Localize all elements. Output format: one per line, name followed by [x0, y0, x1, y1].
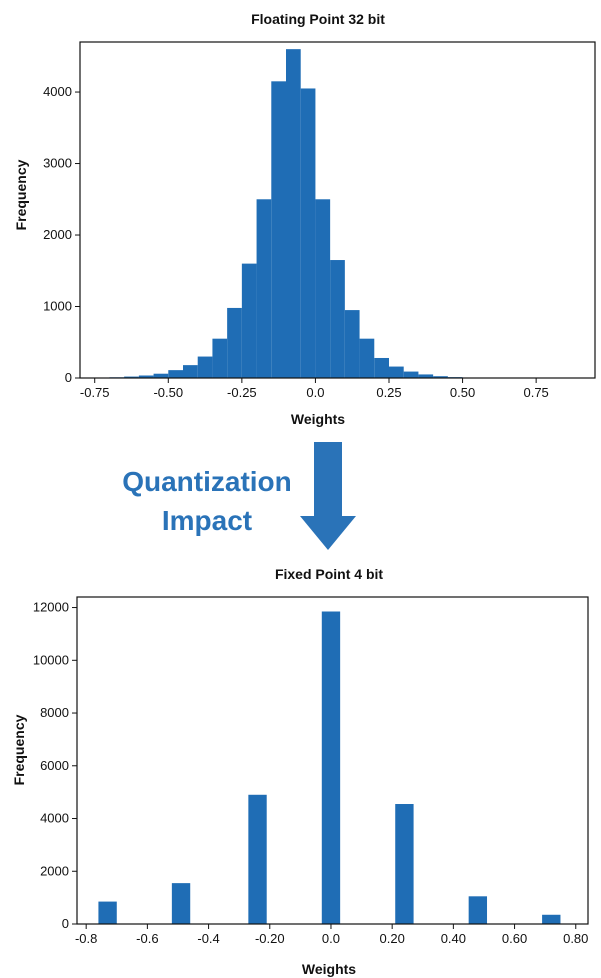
banner-line2: Impact [162, 505, 252, 536]
bar [271, 81, 286, 378]
bar [257, 199, 272, 378]
bar [172, 883, 190, 924]
y-tick-label: 1000 [43, 299, 72, 314]
fixed4-histogram: Fixed Point 4 bit Frequency Weights -0.8… [0, 560, 601, 978]
bars [95, 49, 492, 378]
chart-title: Fixed Point 4 bit [275, 566, 383, 582]
y-axis-label: Frequency [13, 159, 29, 230]
bar [389, 367, 404, 378]
x-tick-label: 0.40 [441, 931, 466, 946]
bar [301, 88, 316, 378]
y-tick-label: 2000 [43, 227, 72, 242]
bar [248, 795, 266, 924]
bar [154, 374, 169, 378]
y-tick-label: 8000 [40, 705, 69, 720]
bar [330, 260, 345, 378]
x-tick-label: -0.4 [197, 931, 219, 946]
bar [469, 896, 487, 924]
x-tick-label: 0.25 [376, 385, 401, 400]
x-tick-label: 0.20 [380, 931, 405, 946]
y-tick-label: 0 [62, 916, 69, 931]
y-tick-label: 6000 [40, 758, 69, 773]
x-tick-label: 0.80 [563, 931, 588, 946]
bar [395, 804, 413, 924]
x-tick-label: -0.75 [80, 385, 110, 400]
x-ticks: -0.75 -0.50 -0.25 0.0 0.25 0.50 0.75 [80, 378, 549, 400]
bar [227, 308, 242, 378]
x-tick-label: -0.50 [153, 385, 183, 400]
x-axis-label: Weights [302, 961, 356, 977]
x-ticks: -0.8 -0.6 -0.4 -0.20 0.0 0.20 0.40 0.60 0.80 [75, 924, 588, 946]
bar [242, 264, 257, 378]
bar [542, 915, 560, 924]
quantization-banner: Quantization Impact [0, 430, 601, 560]
x-tick-label: 0.50 [450, 385, 475, 400]
x-tick-label: -0.8 [75, 931, 97, 946]
bar [404, 372, 419, 378]
bar [322, 612, 340, 925]
bar [315, 199, 330, 378]
y-ticks: 0 2000 4000 6000 8000 10000 12000 [33, 600, 77, 931]
bars [98, 612, 560, 925]
bar [345, 310, 360, 378]
banner-line1: Quantization [122, 466, 292, 497]
y-tick-label: 0 [65, 370, 72, 385]
y-ticks: 0 1000 2000 3000 4000 [43, 84, 80, 385]
x-tick-label: -0.25 [227, 385, 257, 400]
bar [374, 358, 389, 378]
bar [198, 357, 213, 378]
y-tick-label: 2000 [40, 863, 69, 878]
bar [183, 365, 198, 378]
x-tick-label: 0.0 [322, 931, 340, 946]
arrow-down-icon [300, 442, 356, 550]
x-axis-label: Weights [291, 411, 345, 427]
bar [212, 339, 227, 378]
bar [286, 49, 301, 378]
bar [98, 902, 116, 924]
y-tick-label: 4000 [43, 84, 72, 99]
x-tick-label: -0.20 [255, 931, 285, 946]
y-tick-label: 12000 [33, 600, 69, 615]
y-axis-label: Frequency [11, 714, 27, 785]
y-tick-label: 10000 [33, 652, 69, 667]
x-tick-label: 0.60 [502, 931, 527, 946]
chart-title: Floating Point 32 bit [251, 11, 385, 27]
x-tick-label: 0.75 [523, 385, 548, 400]
y-tick-label: 4000 [40, 811, 69, 826]
bar [168, 370, 183, 378]
x-tick-label: 0.0 [306, 385, 324, 400]
y-tick-label: 3000 [43, 156, 72, 171]
x-tick-label: -0.6 [136, 931, 158, 946]
bar [360, 339, 375, 378]
float32-histogram: Floating Point 32 bit Frequency Weights … [0, 0, 601, 430]
